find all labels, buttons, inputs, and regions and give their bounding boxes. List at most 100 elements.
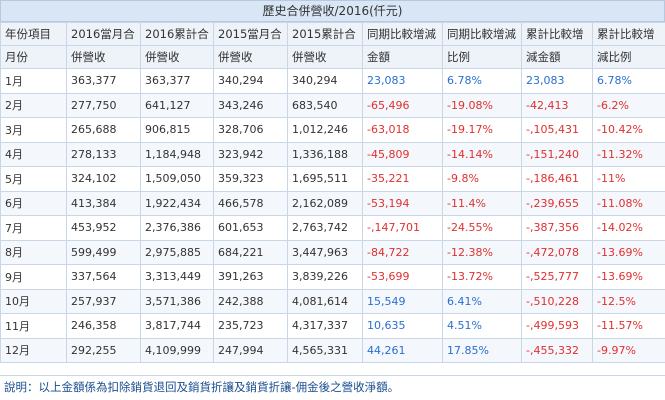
cell-2015-cum: 4,317,337 [287, 313, 363, 339]
cell-diff: 44,261 [362, 337, 443, 363]
cell-2016-cum: 363,377 [140, 68, 214, 94]
cell-cum-diff: -,186,461 [521, 166, 593, 192]
cell-2015-month: 247,994 [213, 337, 288, 363]
cell-cum-pct: -11% [592, 166, 665, 192]
cell-diff: -53,699 [362, 264, 443, 290]
header-cum-pct-b: 減比例 [592, 45, 665, 69]
header-2016-cum-b: 併營收 [140, 45, 214, 69]
cell-2016-month: 324,102 [66, 166, 141, 192]
cell-month: 5月 [0, 166, 67, 192]
cell-2015-month: 323,942 [213, 141, 288, 167]
cell-2015-month: 391,263 [213, 264, 288, 290]
cell-diff-pct: -9.8% [442, 166, 522, 192]
header-cum-diff-b: 減金額 [521, 45, 593, 69]
cell-month: 3月 [0, 117, 67, 143]
cell-2016-month: 413,384 [66, 190, 141, 216]
header-year-item: 年份項目 [0, 22, 67, 46]
cell-month: 1月 [0, 68, 67, 94]
cell-cum-diff: -,387,356 [521, 215, 593, 241]
cell-diff: 15,549 [362, 288, 443, 314]
cell-2015-cum: 340,294 [287, 68, 363, 94]
cell-diff: -35,221 [362, 166, 443, 192]
cell-2016-cum: 1,184,948 [140, 141, 214, 167]
header-diff-pct-b: 比例 [442, 45, 522, 69]
cell-cum-pct: 6.78% [592, 68, 665, 94]
cell-2016-month: 363,377 [66, 68, 141, 94]
cell-cum-diff: -,525,777 [521, 264, 593, 290]
cell-2016-cum: 3,571,386 [140, 288, 214, 314]
cell-diff: 23,083 [362, 68, 443, 94]
cell-2015-cum: 683,540 [287, 92, 363, 118]
header-2015-cum-b: 併營收 [287, 45, 363, 69]
cell-month: 6月 [0, 190, 67, 216]
cell-2016-month: 453,952 [66, 215, 141, 241]
cell-month: 11月 [0, 313, 67, 339]
header-row-1: 年份項目 2016當月合 2016累計合 2015當月合 2015累計合 同期比… [0, 22, 665, 46]
cell-diff-pct: 6.41% [442, 288, 522, 314]
footnote: 說明：以上金額係為扣除銷貨退回及銷貨折讓及銷貨折讓-佣金後之營收淨額。 [0, 375, 665, 400]
table-row: 12月 292,255 4,109,999 247,994 4,565,331 44,26… [0, 337, 665, 363]
cell-2016-cum: 3,313,449 [140, 264, 214, 290]
cell-2015-cum: 3,447,963 [287, 239, 363, 265]
cell-cum-pct: -11.08% [592, 190, 665, 216]
cell-2016-month: 278,133 [66, 141, 141, 167]
cell-diff: -45,809 [362, 141, 443, 167]
cell-2015-month: 684,221 [213, 239, 288, 265]
cell-cum-pct: -13.69% [592, 264, 665, 290]
cell-2015-month: 235,723 [213, 313, 288, 339]
cell-2015-cum: 4,565,331 [287, 337, 363, 363]
cell-cum-pct: -12.5% [592, 288, 665, 314]
cell-diff: -,147,701 [362, 215, 443, 241]
cell-month: 7月 [0, 215, 67, 241]
cell-2016-month: 265,688 [66, 117, 141, 143]
cell-2015-cum: 1,012,246 [287, 117, 363, 143]
cell-2015-cum: 1,336,188 [287, 141, 363, 167]
cell-2015-month: 359,323 [213, 166, 288, 192]
table-row: 8月 599,499 2,975,885 684,221 3,447,963 -84,72… [0, 239, 665, 265]
cell-cum-pct: -11.32% [592, 141, 665, 167]
cell-2015-cum: 2,162,089 [287, 190, 363, 216]
cell-2015-month: 340,294 [213, 68, 288, 94]
table-row: 7月 453,952 2,376,386 601,653 2,763,742 -,147,… [0, 215, 665, 241]
cell-2016-cum: 1,922,434 [140, 190, 214, 216]
cell-cum-diff: -,510,228 [521, 288, 593, 314]
cell-cum-pct: -6.2% [592, 92, 665, 118]
header-2016-month-b: 併營收 [66, 45, 141, 69]
header-2016-month: 2016當月合 [66, 22, 141, 46]
cell-2015-month: 601,653 [213, 215, 288, 241]
cell-diff: -84,722 [362, 239, 443, 265]
cell-month: 9月 [0, 264, 67, 290]
cell-diff: -65,496 [362, 92, 443, 118]
header-2015-cum: 2015累計合 [287, 22, 363, 46]
cell-month: 12月 [0, 337, 67, 363]
cell-2016-month: 246,358 [66, 313, 141, 339]
cell-diff-pct: -13.72% [442, 264, 522, 290]
cell-month: 10月 [0, 288, 67, 314]
cell-diff-pct: -19.17% [442, 117, 522, 143]
cell-month: 2月 [0, 92, 67, 118]
table-row: 9月 337,564 3,313,449 391,263 3,839,226 -53,69… [0, 264, 665, 290]
cell-2016-cum: 906,815 [140, 117, 214, 143]
cell-2015-month: 242,388 [213, 288, 288, 314]
table-row: 6月 413,384 1,922,434 466,578 2,162,089 -53,19… [0, 190, 665, 216]
cell-diff-pct: -14.14% [442, 141, 522, 167]
cell-2016-cum: 2,376,386 [140, 215, 214, 241]
header-diff-pct: 同期比較增減 [442, 22, 522, 46]
table-row: 5月 324,102 1,509,050 359,323 1,695,511 -35,22… [0, 166, 665, 192]
cell-2016-month: 337,564 [66, 264, 141, 290]
table-row: 10月 257,937 3,571,386 242,388 4,081,614 15,54… [0, 288, 665, 314]
table-row: 4月 278,133 1,184,948 323,942 1,336,188 -45,80… [0, 141, 665, 167]
table-row: 11月 246,358 3,817,744 235,723 4,317,337 10,63… [0, 313, 665, 339]
cell-cum-pct: -10.42% [592, 117, 665, 143]
header-cum-pct: 累計比較增 [592, 22, 665, 46]
cell-2016-cum: 4,109,999 [140, 337, 214, 363]
header-2016-cum: 2016累計合 [140, 22, 214, 46]
cell-cum-pct: -11.57% [592, 313, 665, 339]
cell-cum-pct: -13.69% [592, 239, 665, 265]
header-cum-diff: 累計比較增 [521, 22, 593, 46]
cell-cum-diff: -,151,240 [521, 141, 593, 167]
cell-diff: -53,194 [362, 190, 443, 216]
cell-2016-month: 277,750 [66, 92, 141, 118]
cell-2016-cum: 2,975,885 [140, 239, 214, 265]
